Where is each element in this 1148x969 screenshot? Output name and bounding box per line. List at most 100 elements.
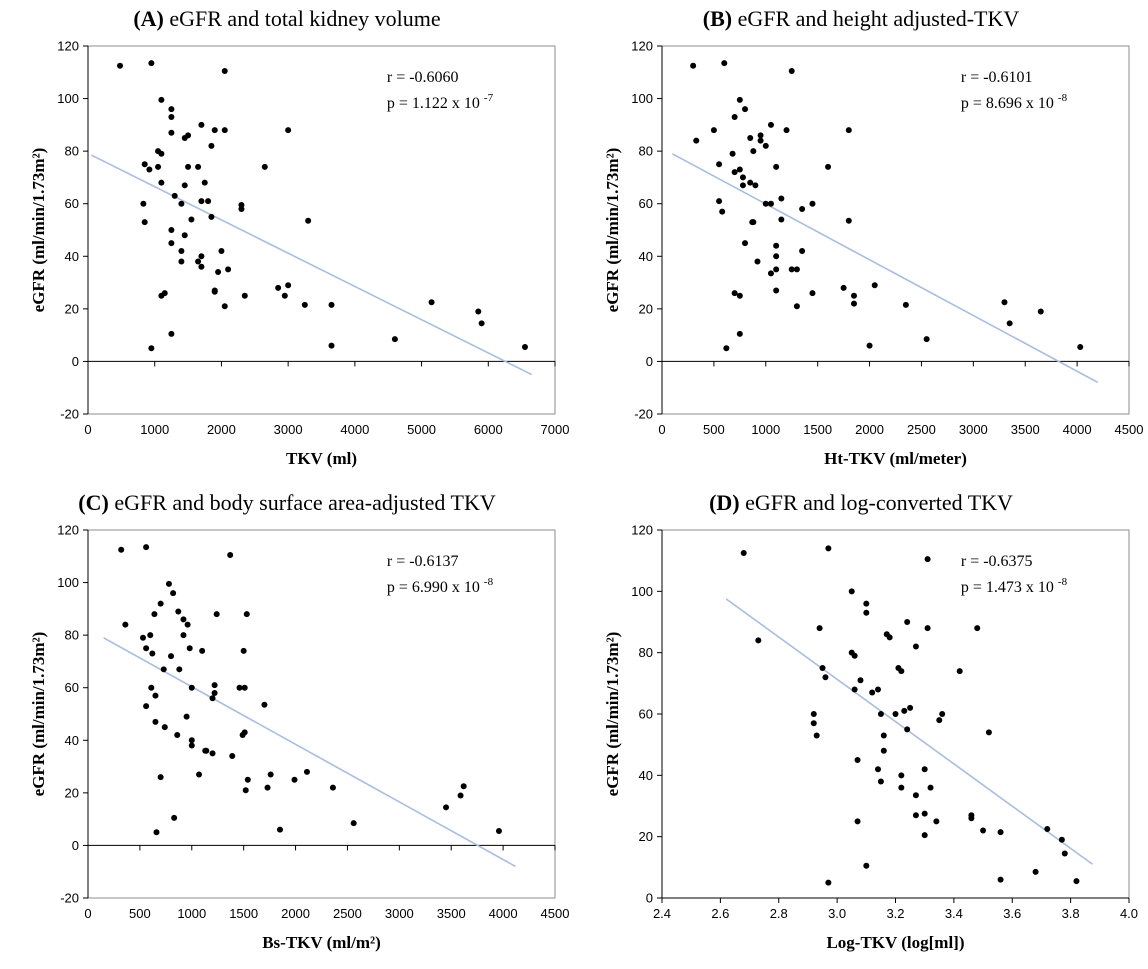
stat-p-exponent: -7 xyxy=(484,92,494,104)
data-point xyxy=(739,174,746,181)
data-point xyxy=(305,217,312,224)
chart-title-letter: (C) xyxy=(78,490,109,515)
data-point xyxy=(773,242,780,249)
data-point xyxy=(912,643,919,650)
x-tick-label: 1000 xyxy=(751,422,780,437)
data-point xyxy=(892,711,899,717)
data-point xyxy=(155,148,162,155)
data-point xyxy=(184,621,191,628)
data-point xyxy=(1073,878,1080,885)
x-tick-label: 4000 xyxy=(1063,422,1092,437)
data-point xyxy=(923,336,930,343)
data-point xyxy=(874,686,881,693)
y-tick-label: 40 xyxy=(65,249,79,264)
data-point xyxy=(1037,308,1044,315)
data-point xyxy=(773,163,780,170)
data-point xyxy=(186,645,193,652)
data-point xyxy=(740,550,747,556)
data-point xyxy=(1077,343,1084,350)
stat-p: p = 6.990 x 10 -8 xyxy=(387,576,494,596)
x-tick-label: 500 xyxy=(129,906,151,921)
y-tick-label: 80 xyxy=(639,645,653,660)
data-point xyxy=(825,879,832,886)
data-point xyxy=(866,342,873,349)
x-tick-label: 4500 xyxy=(541,906,570,921)
data-point xyxy=(428,299,435,306)
data-point xyxy=(902,301,909,308)
data-point xyxy=(195,258,202,265)
data-point xyxy=(793,303,800,310)
data-point xyxy=(880,732,887,739)
data-point xyxy=(475,308,482,315)
y-tick-label: 40 xyxy=(639,768,653,783)
data-point xyxy=(147,632,154,639)
x-tick-label: 3000 xyxy=(385,906,414,921)
data-point xyxy=(968,815,975,822)
data-point xyxy=(140,634,147,641)
data-point xyxy=(997,876,1004,883)
data-point xyxy=(773,266,780,273)
data-point xyxy=(213,611,220,618)
y-tick-label: 0 xyxy=(72,838,79,853)
stat-p-base: p = 1.122 x 10 xyxy=(387,95,484,112)
data-point xyxy=(122,621,129,628)
data-point xyxy=(985,729,992,736)
data-point xyxy=(736,96,743,103)
panel-c: (C) eGFR and body surface area-adjusted … xyxy=(0,484,574,968)
data-point xyxy=(921,766,928,773)
data-point xyxy=(158,96,165,103)
data-point xyxy=(736,166,743,173)
data-point xyxy=(157,774,164,781)
data-point xyxy=(328,301,335,308)
data-point xyxy=(291,776,298,783)
data-point xyxy=(181,182,188,189)
data-point xyxy=(158,179,165,186)
x-tick-label: 3.4 xyxy=(945,906,963,921)
data-point xyxy=(221,127,228,134)
stat-p-base: p = 8.696 x 10 xyxy=(961,95,1058,112)
data-point xyxy=(851,686,858,693)
stat-p: p = 1.122 x 10 -7 xyxy=(387,92,494,112)
data-point xyxy=(285,127,292,134)
data-point xyxy=(710,127,717,134)
x-tick-label: 2.4 xyxy=(653,906,671,921)
data-point xyxy=(731,290,738,297)
panel-a: (A) eGFR and total kidney volume -20 0 20 40… xyxy=(0,0,574,484)
trend-line xyxy=(725,598,1093,865)
data-point xyxy=(218,248,225,255)
stat-r: r = -0.6101 xyxy=(961,69,1033,86)
data-point xyxy=(854,757,861,763)
data-point xyxy=(168,113,175,120)
data-point xyxy=(690,62,697,69)
data-point xyxy=(939,711,946,717)
data-point xyxy=(178,200,185,207)
data-point xyxy=(921,810,928,817)
x-tick-label: 0 xyxy=(84,906,91,921)
data-point xyxy=(904,726,911,733)
data-point xyxy=(168,330,175,337)
data-point xyxy=(863,862,870,869)
data-point xyxy=(211,689,218,696)
stat-r: r = -0.6060 xyxy=(387,69,459,86)
chart-title-text: eGFR and body surface area-adjusted TKV xyxy=(109,490,496,515)
data-point xyxy=(148,60,155,67)
x-tick-label: 4500 xyxy=(1115,422,1144,437)
data-point xyxy=(275,284,282,291)
data-point xyxy=(736,330,743,337)
data-point xyxy=(198,263,205,270)
scatter-chart-b: (B) eGFR and height adjusted-TKV -20 0 20 40… xyxy=(603,6,1144,468)
stat-p: p = 8.696 x 10 -8 xyxy=(961,92,1068,112)
chart-title-text: eGFR and total kidney volume xyxy=(164,6,441,31)
data-point xyxy=(165,580,172,587)
data-point xyxy=(742,240,749,247)
scatter-chart-a: (A) eGFR and total kidney volume -20 0 20 40… xyxy=(29,6,569,468)
y-tick-label: 80 xyxy=(639,144,653,159)
data-point xyxy=(924,556,931,563)
data-point xyxy=(225,266,232,273)
y-tick-label: 40 xyxy=(65,733,79,748)
data-point xyxy=(198,253,205,260)
data-point xyxy=(267,771,274,778)
data-point xyxy=(739,182,746,189)
data-point xyxy=(155,163,162,170)
data-point xyxy=(168,106,175,113)
